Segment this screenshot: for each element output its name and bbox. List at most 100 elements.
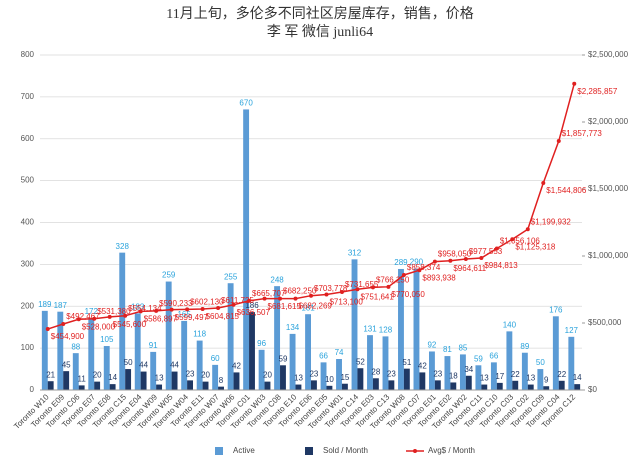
y2-tick-label: $2,500,000 [588,50,629,59]
price-marker [45,327,50,332]
active-label: 328 [116,242,130,251]
sold-label: 44 [170,361,179,370]
price-label: $1,056,106 [500,237,541,246]
price-label: $731,655 [345,280,379,289]
active-bar [444,356,451,390]
sold-bar [218,386,224,390]
price-marker [386,284,391,289]
active-bar [506,331,513,390]
price-label: $977,553 [469,247,503,256]
price-marker [92,316,97,321]
legend-label: Sold / Month [323,446,368,455]
active-label: 131 [363,324,377,333]
active-label: 290 [410,258,424,267]
price-marker [76,317,81,322]
y-tick-label: 0 [30,385,35,394]
active-label: 85 [458,344,467,353]
y2-tick-label: $500,000 [588,318,622,327]
sold-label: 20 [263,371,272,380]
sold-bar [125,369,132,390]
sold-label: 15 [340,373,349,382]
price-label: $713,100 [329,298,363,307]
price-label: $1,544,806 [546,186,587,195]
legend-swatch [413,449,417,453]
price-label: $611,725 [221,296,254,305]
price-marker [247,298,252,303]
price-marker [525,227,530,232]
price-marker [154,308,159,313]
active-label: 670 [239,99,253,108]
price-marker [200,306,205,311]
price-label: $893,938 [422,273,456,282]
price-label: $770,050 [391,290,425,299]
price-marker [572,81,577,86]
sold-bar [311,380,317,390]
active-label: 89 [520,342,529,351]
active-label: 189 [38,300,52,309]
chart-title: 11月上旬，多伦多不同社区房屋库存，销售，价格 [166,5,473,22]
sold-bar [543,386,550,390]
active-bar [305,314,311,390]
price-label: $2,285,857 [577,87,618,96]
y-tick-label: 600 [21,134,35,143]
y2-tick-label: $2,000,000 [588,117,629,126]
price-label: $586,897 [144,314,178,323]
active-label: 66 [319,351,328,360]
chart-subtitle: 李 军 微信 junli64 [267,24,373,40]
active-label: 50 [536,358,545,367]
active-label: 255 [224,272,238,281]
active-label: 140 [503,320,517,329]
sold-bar [372,378,379,390]
sold-bar [465,375,472,390]
price-label: $1,857,773 [562,129,603,138]
y2-tick-label: $1,500,000 [588,184,629,193]
sold-label: 44 [139,361,148,370]
sold-bar [280,365,286,390]
y-tick-label: 100 [21,343,35,352]
active-bar [382,336,389,390]
active-bar [72,353,79,390]
active-bar [196,340,203,390]
price-marker [185,307,190,312]
sold-bar [63,371,70,390]
price-marker [339,289,344,294]
active-label: 92 [427,341,436,350]
active-label: 165 [177,310,191,319]
price-label: $528,000 [82,322,116,331]
sold-bar [434,380,441,390]
sold-label: 13 [294,374,303,383]
active-bar [490,362,497,390]
price-label: $703,778 [314,284,348,293]
active-bar [351,259,358,390]
sold-label: 45 [62,360,71,369]
active-bar [475,365,482,390]
sold-bar [450,382,457,390]
sold-label: 50 [124,358,133,367]
price-marker [479,256,484,261]
price-label: $682,269 [299,302,333,311]
active-bar [274,286,281,390]
sold-bar [558,380,565,390]
price-marker [169,307,174,312]
active-bar [568,336,575,390]
sold-label: 13 [526,374,535,383]
sold-label: 14 [573,373,582,382]
price-marker [463,257,468,262]
sold-bar [233,372,240,390]
active-bar [134,313,141,390]
active-label: 96 [257,339,266,348]
active-label: 81 [443,345,452,354]
sold-label: 13 [480,374,489,383]
legend-label: Active [233,446,255,455]
y-tick-label: 400 [21,218,35,227]
active-bar [367,335,373,390]
sold-bar [295,384,302,390]
price-label: $665,707 [252,289,286,298]
price-marker [231,302,236,307]
price-marker [417,268,422,273]
active-label: 134 [286,323,300,332]
sold-label: 42 [418,362,427,371]
active-bar [258,349,265,390]
active-label: 259 [162,271,176,280]
sold-label: 14 [108,373,117,382]
